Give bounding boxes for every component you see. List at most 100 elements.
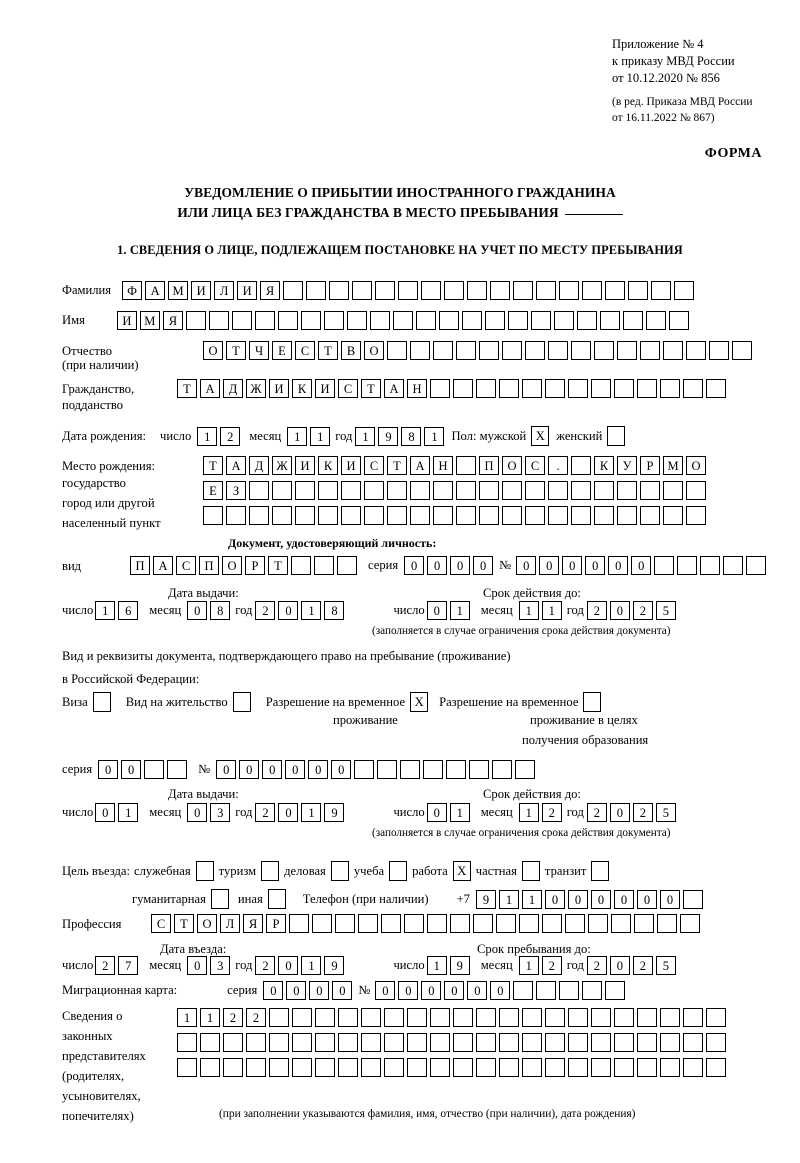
cell[interactable] [545,1058,565,1077]
cell[interactable] [361,1058,381,1077]
cell[interactable]: И [116,311,137,330]
cell[interactable] [430,1008,450,1027]
cell[interactable] [407,1058,427,1077]
cell[interactable] [568,1033,588,1052]
cell[interactable] [683,1008,703,1027]
cell[interactable] [421,281,442,300]
cell[interactable] [300,311,321,330]
cell[interactable]: Т [174,914,194,933]
cell[interactable] [430,1058,450,1077]
cell[interactable] [200,1058,220,1077]
cell[interactable] [231,311,252,330]
cell[interactable] [553,311,574,330]
cell[interactable]: 8 [401,426,422,446]
cell[interactable]: Л [220,914,240,933]
cell[interactable] [614,1058,634,1077]
cell[interactable] [289,914,309,933]
cell[interactable]: Я [162,311,183,330]
cell[interactable] [640,481,660,500]
cell[interactable]: 0 [398,981,419,1000]
cell[interactable]: 0 [421,981,442,1000]
cell[interactable] [548,506,568,525]
cell[interactable] [295,481,315,500]
cell[interactable] [269,1058,289,1077]
cell[interactable] [536,281,557,300]
cell[interactable]: 9 [449,956,470,975]
cell[interactable]: 0 [187,601,208,620]
cell[interactable]: 0 [278,601,299,620]
cell[interactable]: 0 [98,760,119,779]
cell[interactable] [522,1008,542,1027]
cell[interactable]: Т [177,379,197,398]
cell[interactable] [559,281,580,300]
cell[interactable] [444,281,465,300]
cell[interactable] [706,379,726,398]
cell[interactable] [223,1058,243,1077]
cell[interactable]: 0 [585,556,606,575]
cell[interactable] [617,506,637,525]
cell[interactable]: Ч [249,341,269,360]
cell[interactable] [700,556,721,575]
purpose-option-checkbox-1[interactable] [261,861,280,881]
cell[interactable] [686,506,706,525]
cell[interactable] [415,311,436,330]
cell[interactable] [384,1033,404,1052]
cell[interactable]: Л [214,281,235,300]
cell[interactable]: С [295,341,315,360]
cell[interactable] [387,341,407,360]
cell[interactable] [594,481,614,500]
cell[interactable]: 0 [187,803,208,822]
cell[interactable] [568,379,588,398]
cell[interactable]: 7 [118,956,139,975]
cell[interactable]: О [197,914,217,933]
cell[interactable]: 1 [197,426,218,446]
cell[interactable] [640,506,660,525]
cell[interactable] [430,1033,450,1052]
cell[interactable] [525,481,545,500]
cell[interactable] [361,1008,381,1027]
cell[interactable] [522,1058,542,1077]
cell[interactable] [269,1008,289,1027]
cell[interactable] [479,481,499,500]
cell[interactable] [683,379,703,398]
cell[interactable]: Н [407,379,427,398]
cell[interactable] [660,1058,680,1077]
cell[interactable] [410,481,430,500]
cell[interactable]: 8 [324,601,345,620]
cell[interactable]: 0 [631,556,652,575]
cell[interactable]: 0 [375,981,396,1000]
cell[interactable]: 2 [541,956,562,975]
cell[interactable]: . [548,456,568,475]
cell[interactable]: 0 [216,760,237,779]
cell[interactable]: Е [203,481,223,500]
cell[interactable] [576,311,597,330]
cell[interactable]: Т [203,456,223,475]
purpose-option-checkbox-5[interactable] [521,861,540,881]
cell[interactable] [686,481,706,500]
cell[interactable] [605,281,626,300]
cell[interactable] [208,311,229,330]
cell[interactable] [525,341,545,360]
cell[interactable]: 0 [609,601,630,620]
cell[interactable] [519,914,539,933]
purpose-option-checkbox-0[interactable] [195,861,214,881]
cell[interactable]: 0 [278,956,299,975]
cell[interactable]: Д [249,456,269,475]
cell[interactable]: Е [272,341,292,360]
cell[interactable] [377,760,398,779]
cell[interactable] [318,506,338,525]
cell[interactable] [611,914,631,933]
cell[interactable]: 2 [255,803,276,822]
cell[interactable] [387,481,407,500]
cell[interactable] [456,456,476,475]
cell[interactable] [680,914,700,933]
cell[interactable] [677,556,698,575]
cell[interactable]: 1 [287,426,308,446]
purpose-option-checkbox-4[interactable]: X [452,861,471,881]
cell[interactable]: 0 [636,889,657,909]
sex-male-checkbox[interactable]: X [531,426,550,446]
cell[interactable] [668,311,689,330]
cell[interactable]: 1 [498,889,519,909]
cell[interactable] [571,506,591,525]
cell[interactable] [200,1033,220,1052]
